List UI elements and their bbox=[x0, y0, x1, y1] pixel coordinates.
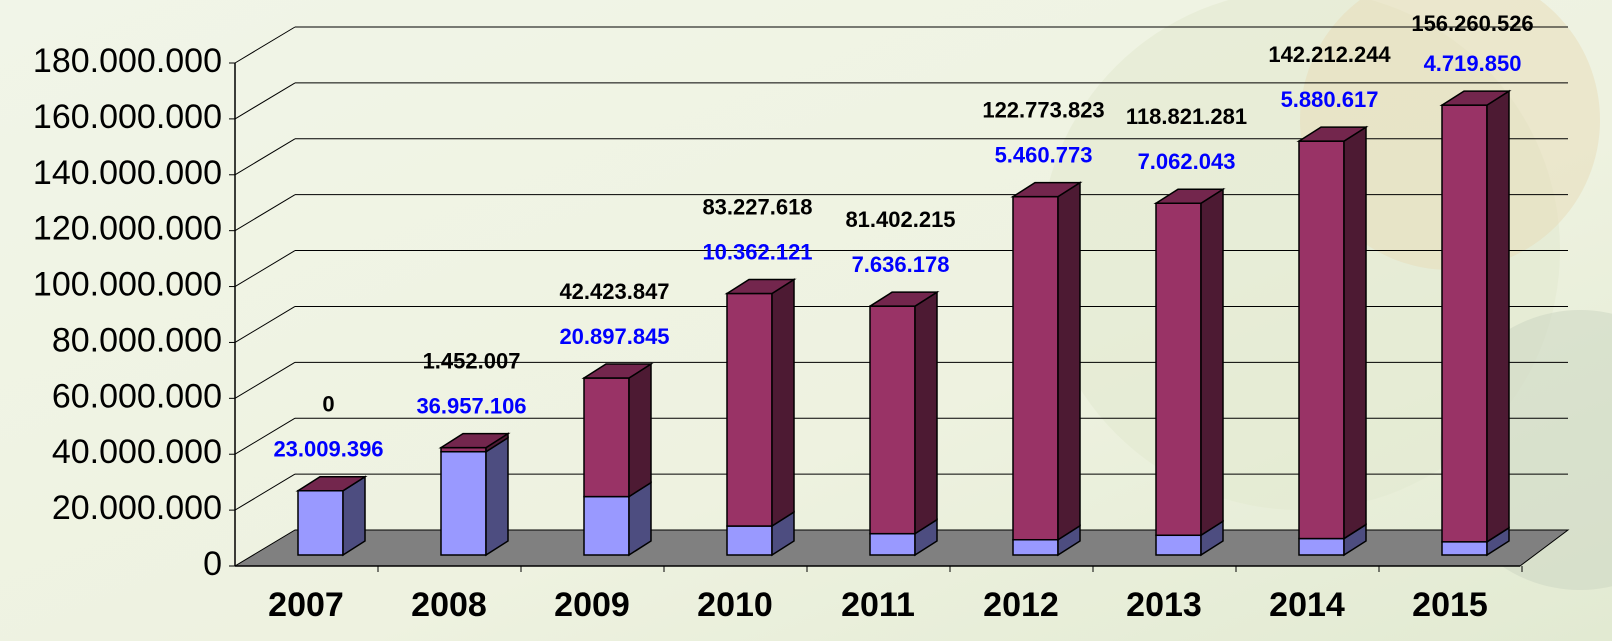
x-tick-label: 2015 bbox=[1412, 586, 1488, 624]
grid-line bbox=[234, 138, 296, 176]
y-tick-label: 60.000.000 bbox=[52, 377, 222, 415]
bar bbox=[297, 489, 344, 556]
bar bbox=[1298, 537, 1345, 556]
bar bbox=[1012, 538, 1059, 556]
value-label: 36.957.106 bbox=[416, 393, 526, 418]
value-label: 42.423.847 bbox=[559, 279, 669, 304]
y-tick-label: 20.000.000 bbox=[52, 489, 222, 527]
bar bbox=[726, 525, 773, 556]
bar-side bbox=[628, 362, 652, 498]
grid-line bbox=[234, 473, 296, 511]
bar-side bbox=[1343, 125, 1367, 540]
bar-side bbox=[1486, 89, 1510, 544]
y-tick-label: 180.000.000 bbox=[33, 42, 222, 80]
bar-top bbox=[1439, 90, 1512, 106]
value-label: 7.636.178 bbox=[852, 252, 950, 277]
bar bbox=[869, 532, 916, 556]
value-label: 5.460.773 bbox=[995, 142, 1093, 167]
bar-top bbox=[581, 363, 654, 379]
bar-top bbox=[1153, 188, 1226, 204]
x-tick-label: 2011 bbox=[841, 586, 915, 624]
bar bbox=[583, 495, 630, 556]
grid-line bbox=[234, 82, 296, 120]
y-tick-label: 120.000.000 bbox=[33, 210, 222, 248]
bar bbox=[440, 450, 487, 556]
x-tick-label: 2007 bbox=[268, 586, 344, 624]
grid-line bbox=[234, 26, 296, 64]
x-tick-label: 2008 bbox=[411, 586, 487, 624]
value-label: 23.009.396 bbox=[273, 437, 383, 462]
y-tick-label: 40.000.000 bbox=[52, 433, 222, 471]
bar bbox=[726, 292, 773, 527]
bar bbox=[1012, 195, 1059, 541]
bar-top bbox=[724, 278, 797, 295]
grid-line bbox=[234, 306, 296, 343]
value-label: 142.212.244 bbox=[1268, 42, 1391, 67]
grid-line bbox=[234, 417, 296, 455]
y-tick-label: 100.000.000 bbox=[33, 266, 222, 304]
grid-line bbox=[234, 361, 296, 399]
bar-side bbox=[771, 278, 795, 528]
x-tick-label: 2012 bbox=[983, 586, 1059, 624]
y-tick-label: 80.000.000 bbox=[52, 321, 222, 359]
value-label: 83.227.618 bbox=[702, 194, 812, 219]
value-label: 1.452.007 bbox=[423, 348, 521, 373]
value-label: 7.062.043 bbox=[1138, 149, 1236, 174]
bar bbox=[1298, 140, 1345, 540]
bar bbox=[1441, 104, 1488, 543]
bar-side bbox=[485, 436, 509, 557]
y-tick-label: 140.000.000 bbox=[33, 154, 222, 192]
x-tick-label: 2009 bbox=[554, 586, 630, 624]
value-label: 5.880.617 bbox=[1281, 87, 1379, 112]
y-tick-label: 160.000.000 bbox=[33, 98, 222, 136]
bar bbox=[1155, 534, 1202, 556]
grid-line bbox=[234, 194, 296, 232]
x-tick-label: 2010 bbox=[697, 586, 773, 624]
bar bbox=[1155, 202, 1202, 537]
value-label: 0 bbox=[322, 392, 334, 417]
value-label: 81.402.215 bbox=[845, 207, 955, 232]
value-label: 10.362.121 bbox=[702, 239, 812, 264]
value-label: 20.897.845 bbox=[559, 324, 669, 349]
bar bbox=[869, 305, 916, 535]
bar-top bbox=[867, 291, 940, 307]
bar bbox=[583, 377, 630, 498]
bar-side bbox=[914, 290, 938, 536]
value-label: 118.821.281 bbox=[1126, 104, 1247, 129]
bar-top bbox=[295, 475, 368, 492]
grid-line bbox=[234, 250, 296, 287]
x-tick-label: 2014 bbox=[1269, 586, 1345, 624]
value-label: 156.260.526 bbox=[1411, 11, 1533, 36]
bar-side bbox=[1200, 187, 1224, 537]
value-label: 122.773.823 bbox=[982, 97, 1104, 122]
value-label: 4.719.850 bbox=[1424, 51, 1522, 76]
bar-top bbox=[1010, 181, 1083, 198]
bar-top bbox=[1296, 126, 1369, 142]
bar-top bbox=[438, 432, 511, 449]
x-tick-label: 2013 bbox=[1126, 586, 1202, 624]
bar-side bbox=[1057, 181, 1081, 542]
bar bbox=[1441, 541, 1488, 556]
y-tick-label: 0 bbox=[203, 545, 222, 583]
